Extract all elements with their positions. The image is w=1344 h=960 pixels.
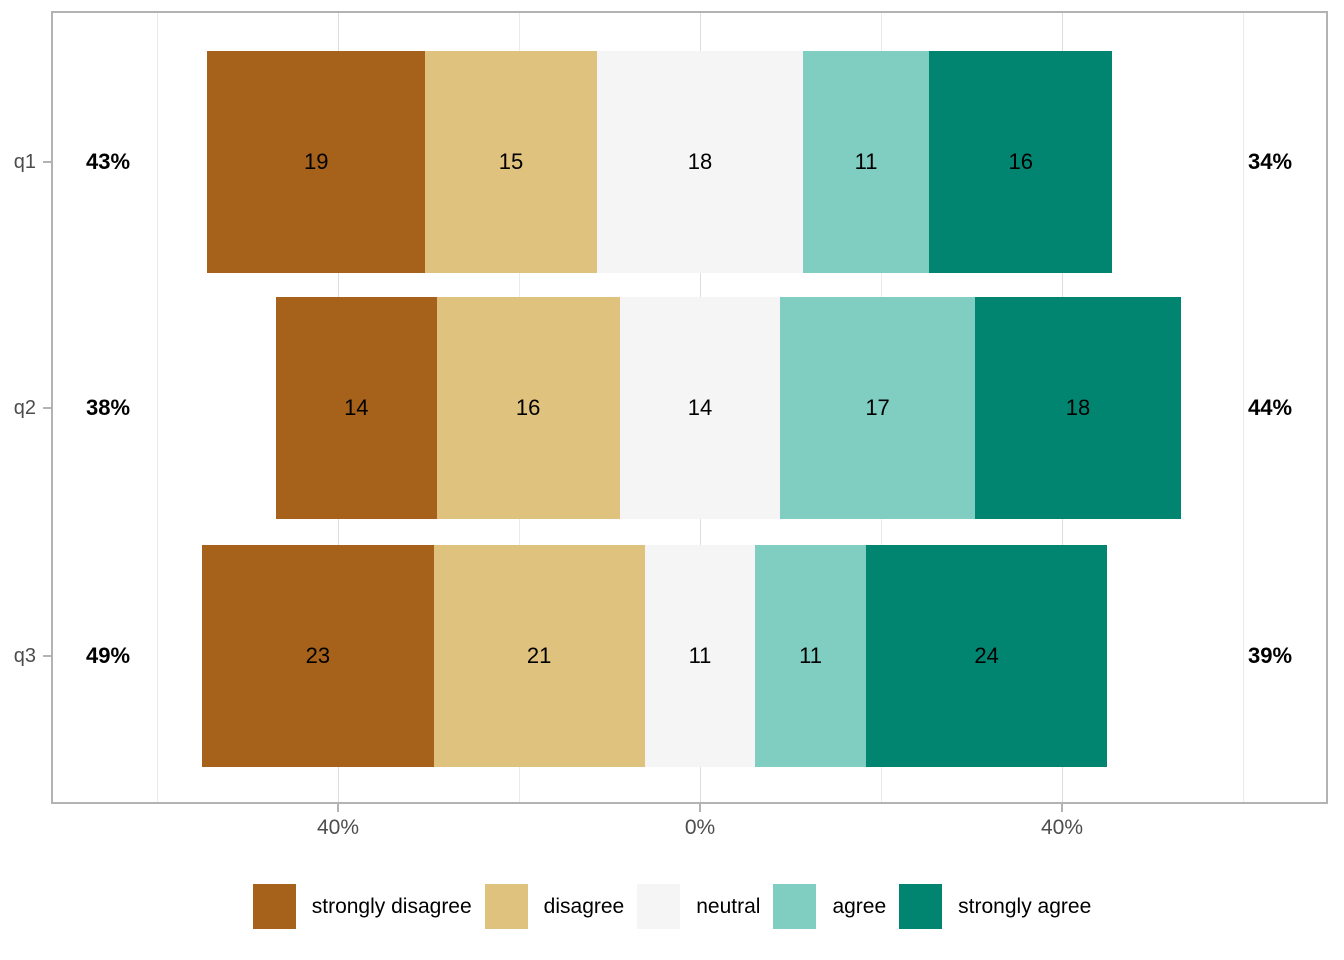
segment-value-label: 11 [688,643,712,668]
legend-label: agree [832,895,887,918]
x-tick-label: 40% [1040,816,1084,839]
segment-q1-disagree: 15 [425,50,597,273]
y-axis-tick [43,655,53,657]
y-axis-tick [43,160,53,163]
minor-gridline [1243,13,1244,802]
segment-q2-agree: 17 [780,296,975,519]
segment-value-label: 23 [305,643,331,668]
y-axis-tick [43,406,53,409]
legend-label: strongly agree [958,895,1092,918]
category-label-q2: q2 [13,396,36,419]
bar-row-q3: 23 21 11 11 24 [53,545,1326,767]
right-total-q1: 34% [1247,148,1293,174]
segment-q3-agree: 11 [755,545,866,767]
segment-q1-agree: 11 [803,50,930,273]
category-label-q1: q1 [13,150,36,173]
segment-value-label: 11 [799,643,823,668]
segment-q1-strongly-disagree: 19 [207,50,426,273]
segment-value-label: 14 [344,394,369,420]
segment-value-label: 14 [687,394,713,420]
segment-q2-neutral: 14 [619,296,781,519]
segment-value-label: 17 [865,394,890,420]
legend-label: strongly disagree [311,895,472,918]
legend-swatch-strongly-disagree [252,884,296,929]
legend-swatch-disagree [484,884,528,929]
minor-gridline [157,13,158,802]
segment-value-label: 16 [1008,148,1033,174]
right-total-q2: 44% [1247,394,1293,420]
segment-q3-disagree: 21 [433,545,645,767]
segment-q3-strongly-agree: 24 [865,545,1108,767]
x-axis-tick [337,804,339,812]
plot-panel: 19 15 18 11 16 43% 34% 14 16 14 17 18 38% 44% 23 21 11 11… [51,11,1328,804]
legend-item-strongly-disagree: strongly disagree [252,884,472,929]
legend-label: neutral [696,895,761,918]
segment-q1-strongly-agree: 16 [929,50,1113,273]
bar-row-q2: 14 16 14 17 18 [53,296,1326,519]
segment-value-label: 18 [1065,394,1091,420]
x-tick-label: 40% [316,816,360,839]
x-axis-tick [699,804,701,812]
legend-swatch-agree [773,884,817,929]
left-total-q3: 49% [85,643,131,668]
segment-q2-strongly-disagree: 14 [276,296,437,519]
legend-swatch-neutral [637,884,681,929]
left-total-q2: 38% [85,394,131,420]
legend-item-strongly-agree: strongly agree [899,884,1091,929]
bar-row-q1: 19 15 18 11 16 [53,50,1326,273]
legend: strongly disagree disagree neutral agree str… [0,884,1344,929]
legend-item-disagree: disagree [484,884,625,929]
x-tick-label: 0% [684,816,716,839]
legend-item-agree: agree [773,884,886,929]
category-label-q3: q3 [13,645,36,667]
segment-value-label: 11 [854,148,878,174]
segment-q1-neutral: 18 [596,50,804,273]
segment-value-label: 19 [303,148,329,174]
segment-q2-strongly-agree: 18 [974,296,1182,519]
segment-value-label: 24 [974,643,999,668]
segment-value-label: 21 [526,643,552,668]
legend-label: disagree [543,895,625,918]
segment-value-label: 18 [687,148,713,174]
legend-item-neutral: neutral [637,884,760,929]
segment-q3-strongly-disagree: 23 [202,545,434,767]
segment-value-label: 15 [498,148,524,174]
x-axis-tick [1061,804,1063,812]
segment-q3-neutral: 11 [644,545,756,767]
left-total-q1: 43% [85,148,131,174]
legend-swatch-strongly-agree [899,884,943,929]
segment-q2-disagree: 16 [436,296,620,519]
segment-value-label: 16 [515,394,541,420]
right-total-q3: 39% [1247,643,1293,668]
